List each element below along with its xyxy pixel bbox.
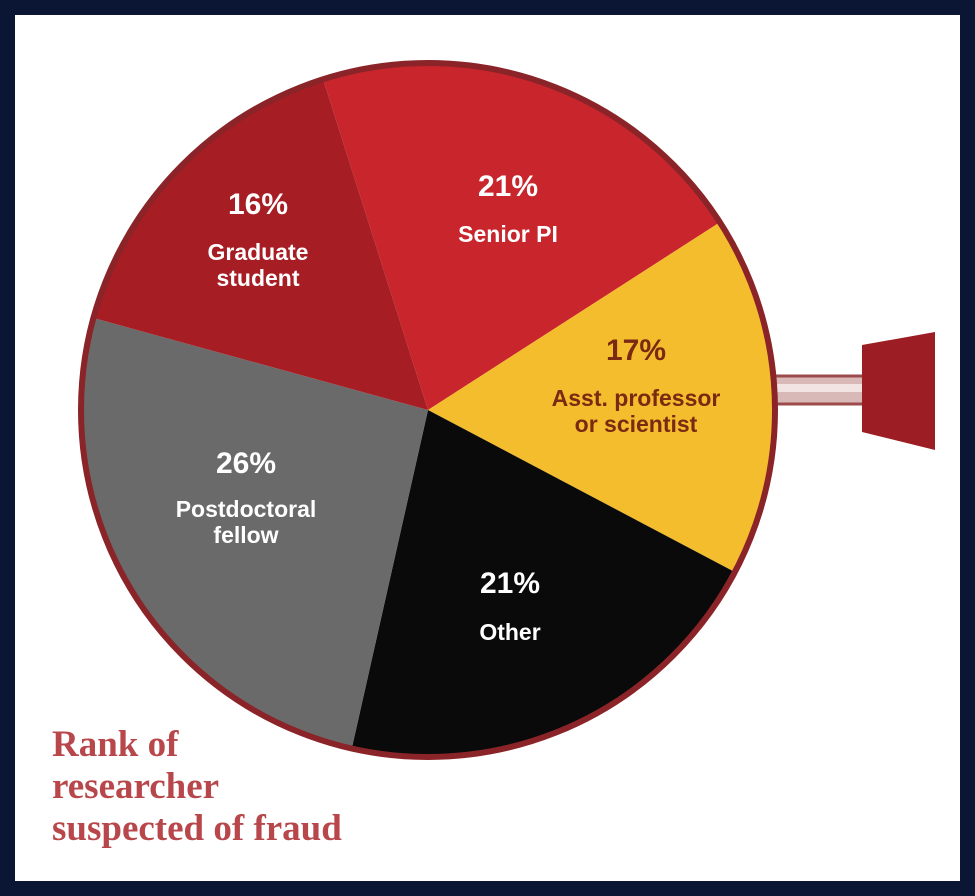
magnifier-handle xyxy=(758,332,935,450)
chart-title: Rank of researcher suspected of fraud xyxy=(52,724,342,849)
slice-label: Other xyxy=(479,619,541,645)
slice-label: Postdoctoral fellow xyxy=(175,496,317,548)
slice-label: Senior PI xyxy=(458,221,558,247)
lens-rim xyxy=(78,60,778,760)
pie-slice xyxy=(428,223,774,572)
pie-slice xyxy=(323,64,719,410)
value-label: 21% xyxy=(479,567,541,600)
pie-slice xyxy=(95,81,429,410)
pie-slice xyxy=(82,318,428,747)
value-label: 17% xyxy=(605,334,667,367)
slice-label: Asst. professor or scientist xyxy=(551,385,721,437)
value-label: 26% xyxy=(215,447,277,480)
pie-slice xyxy=(352,410,734,756)
value-label: 21% xyxy=(477,170,539,203)
value-label: 16% xyxy=(227,188,289,221)
slice-label: Graduate student xyxy=(207,239,309,291)
